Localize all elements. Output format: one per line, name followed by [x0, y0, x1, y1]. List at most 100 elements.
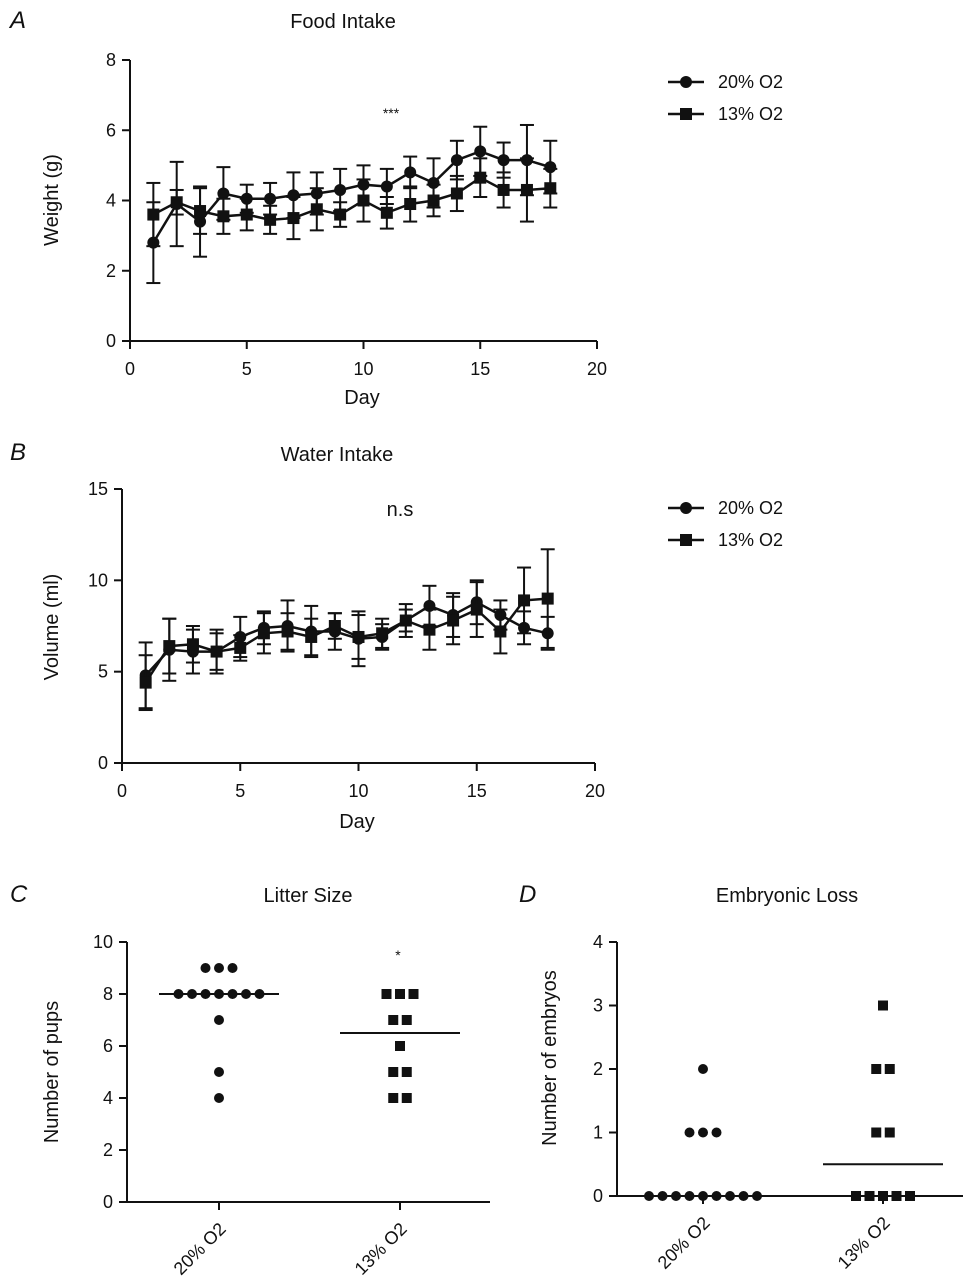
y-tick-label: 8: [106, 50, 116, 70]
legend-marker: [680, 534, 692, 546]
data-point: [352, 630, 365, 643]
y-tick-label: 6: [103, 1036, 113, 1056]
data-point: [401, 1093, 412, 1103]
data-point: [380, 206, 393, 219]
data-point: [404, 166, 417, 179]
data-point: [234, 641, 247, 654]
y-tick-label: 0: [98, 753, 108, 773]
data-point: [474, 171, 487, 184]
panel-a-food-intake: A Food Intake *** 0 2 4 6 8 0 5 10 15 20 Day Weig…: [8, 7, 783, 409]
y-tick-label: 4: [103, 1088, 113, 1108]
data-point: [871, 1064, 882, 1074]
y-tick-label: 8: [103, 984, 113, 1004]
data-point: [447, 614, 460, 627]
y-tick-label: 4: [593, 932, 603, 952]
legend-label: 13% O2: [718, 104, 783, 124]
chart-title: Water Intake: [281, 444, 394, 466]
data-point: [376, 627, 389, 640]
y-tick-label: 10: [93, 932, 113, 952]
data-point: [214, 1067, 224, 1077]
data-point: [186, 638, 199, 651]
x-tick-label: 10: [348, 781, 368, 801]
data-point: [334, 208, 347, 221]
panel-c-litter-size: C Litter Size * 0 2 4 6 8 10 20% O2 13% O2 Numb…: [10, 881, 490, 1279]
legend-label: 20% O2: [718, 498, 783, 518]
data-point: [401, 1067, 412, 1077]
data-point: [388, 1093, 399, 1103]
data-point: [427, 194, 440, 207]
data-point: [494, 625, 507, 638]
series-marks: [159, 963, 460, 1103]
y-tick-label: 2: [103, 1140, 113, 1160]
data-point: [163, 640, 176, 653]
x-tick-label: 20: [585, 781, 605, 801]
data-point: [395, 1041, 405, 1051]
data-point: [404, 198, 417, 211]
y-tick-label: 5: [98, 662, 108, 682]
series-marks: [643, 1000, 943, 1201]
data-point: [497, 183, 510, 196]
data-point: [357, 194, 370, 207]
axis-ticks: 0 1 2 3 4 20% O2 13% O2: [593, 932, 894, 1273]
legend-marker: [680, 108, 692, 120]
data-point: [170, 196, 183, 209]
y-tick-label: 2: [106, 261, 116, 281]
x-tick-label: 0: [117, 781, 127, 801]
y-axis-label: Number of embryos: [539, 970, 561, 1146]
panel-letter-b: B: [10, 439, 26, 466]
data-point: [217, 187, 230, 200]
data-point: [871, 1127, 882, 1138]
data-point: [264, 213, 277, 226]
y-tick-label: 4: [106, 191, 116, 211]
y-axis-label: Weight (g): [41, 154, 63, 246]
y-tick-label: 15: [88, 479, 108, 499]
x-tick-label: 0: [125, 359, 135, 379]
y-tick-label: 6: [106, 120, 116, 140]
x-tick-label: 15: [470, 359, 490, 379]
x-tick-label: 10: [353, 359, 373, 379]
y-tick-label: 3: [593, 996, 603, 1016]
legend: 20% O2 13% O2: [668, 498, 783, 550]
data-point: [214, 1093, 224, 1103]
panel-letter-c: C: [10, 881, 28, 908]
data-point: [240, 208, 253, 221]
legend: 20% O2 13% O2: [668, 72, 783, 124]
data-point: [395, 989, 405, 999]
x-tick-label: 20% O2: [654, 1213, 714, 1273]
significance-annotation: *: [395, 947, 401, 963]
data-point: [408, 989, 419, 999]
x-axis-label: Day: [344, 387, 380, 409]
series-marks: [146, 123, 558, 285]
data-point: [497, 154, 510, 167]
data-point: [905, 1191, 915, 1201]
series-marks: [138, 548, 555, 712]
chart-title: Litter Size: [264, 885, 353, 907]
data-point: [200, 963, 211, 973]
data-point: [470, 603, 483, 616]
y-tick-label: 0: [103, 1192, 113, 1212]
axis-ticks: 0 5 10 15 0 5 10 15 20: [88, 479, 605, 801]
data-point: [305, 630, 318, 643]
data-point: [399, 614, 412, 627]
x-tick-label: 20: [587, 359, 607, 379]
data-point: [684, 1127, 695, 1138]
data-point: [287, 189, 300, 202]
data-point: [541, 592, 554, 605]
data-point: [381, 989, 392, 999]
data-point: [264, 192, 277, 205]
y-tick-label: 0: [106, 331, 116, 351]
data-point: [851, 1191, 861, 1201]
y-axis-label: Volume (ml): [41, 574, 63, 681]
data-point: [520, 183, 533, 196]
legend-label: 13% O2: [718, 530, 783, 550]
data-point: [864, 1191, 875, 1201]
y-tick-label: 1: [593, 1123, 603, 1143]
data-point: [698, 1127, 708, 1138]
y-tick-label: 10: [88, 570, 108, 590]
data-point: [450, 187, 463, 200]
data-point: [518, 594, 531, 607]
data-point: [257, 627, 270, 640]
panel-b-water-intake: B Water Intake n.s 0 5 10 15 0 5 10 15 20 Day Vo…: [10, 439, 783, 833]
x-tick-label: 5: [242, 359, 252, 379]
y-axis-label: Number of pups: [41, 1001, 63, 1143]
